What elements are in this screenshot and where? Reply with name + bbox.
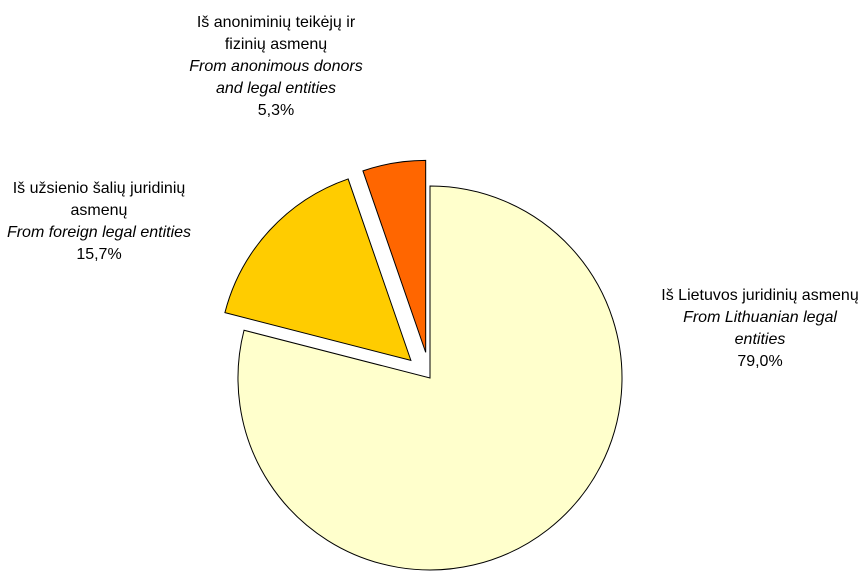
- slice-label-en-text: From Lithuanian legal entities: [683, 309, 837, 348]
- slice-label-percent: 15,7%: [76, 246, 122, 263]
- slice-label-foreign-legal: Iš užsienio šalių juridinių asmenų From …: [2, 178, 196, 266]
- slice-label-percent: 5,3%: [257, 102, 295, 119]
- slice-label-lt-text: Iš Lietuvos juridinių asmenų: [661, 287, 859, 304]
- slice-label-lt-text: Iš užsienio šalių juridinių asmenų: [12, 180, 186, 219]
- slice-label-lt-text: Iš anoniminių teikėjų ir fizinių asmenų: [196, 14, 356, 53]
- slice-anonymous-donors: [362, 159, 427, 353]
- slice-foreign-legal: [224, 178, 412, 362]
- slice-lithuanian-legal: [237, 185, 623, 571]
- slice-label-en-text: From anonimous donors and legal entities: [189, 58, 363, 97]
- slice-label-lithuanian-legal: Iš Lietuvos juridinių asmenų From Lithua…: [660, 285, 860, 373]
- slice-label-percent: 79,0%: [737, 353, 783, 370]
- slice-label-en-text: From foreign legal entities: [6, 224, 192, 241]
- slice-label-anonymous-donors: Iš anoniminių teikėjų ir fizinių asmenų …: [176, 12, 376, 122]
